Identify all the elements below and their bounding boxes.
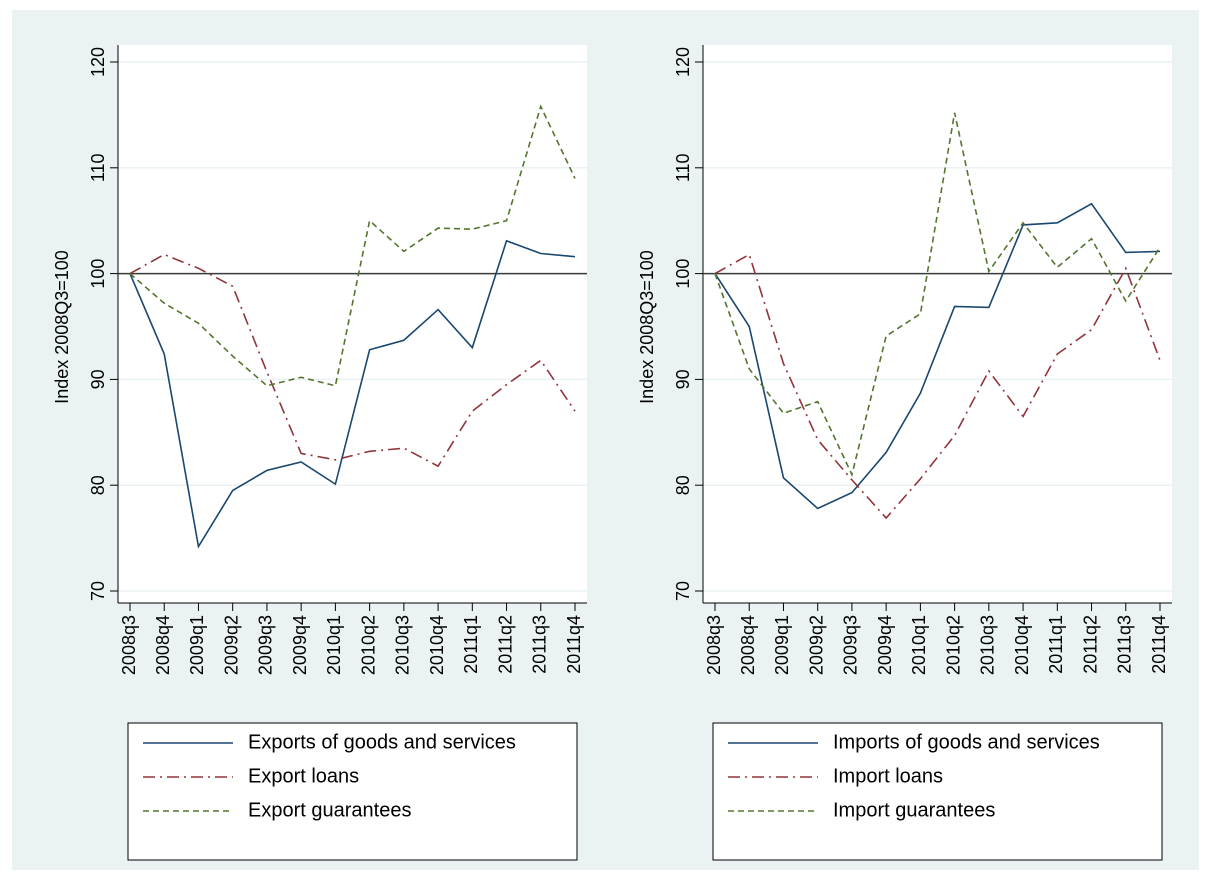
y-tick-label: 100 xyxy=(673,259,693,289)
plot-area xyxy=(703,45,1172,603)
y-tick-label: 120 xyxy=(88,47,108,77)
x-tick-label: 2009q2 xyxy=(806,615,826,675)
series-line xyxy=(129,104,576,387)
x-tick-label: 2010q1 xyxy=(909,615,929,675)
legend-label: Import loans xyxy=(833,765,943,787)
x-tick-label: 2008q4 xyxy=(153,615,173,675)
x-tick-label: 2011q1 xyxy=(1046,615,1066,674)
legend-box xyxy=(712,722,1163,861)
x-tick-label: 2010q1 xyxy=(324,615,344,675)
y-tick-label: 90 xyxy=(673,369,693,389)
legend-label: Import guarantees xyxy=(833,799,995,821)
x-tick-label: 2011q4 xyxy=(564,615,584,674)
legend-label: Imports of goods and services xyxy=(833,731,1100,753)
series-line xyxy=(129,253,576,468)
x-tick-label: 2011q3 xyxy=(1115,615,1135,674)
x-tick-label: 2009q3 xyxy=(256,615,276,675)
legend-label: Exports of goods and services xyxy=(248,731,516,753)
x-tick-label: 2011q1 xyxy=(461,615,481,674)
x-tick-label: 2011q3 xyxy=(530,615,550,674)
series-line xyxy=(129,239,576,549)
plot-area xyxy=(118,45,587,603)
y-tick-label: 70 xyxy=(673,581,693,601)
x-tick-label: 2009q1 xyxy=(187,615,207,675)
x-tick-label: 2010q4 xyxy=(1012,615,1032,675)
series-line xyxy=(714,202,1161,510)
x-tick-label: 2008q4 xyxy=(738,615,758,675)
x-tick-label: 2010q3 xyxy=(978,615,998,675)
x-tick-label: 2011q4 xyxy=(1149,615,1169,674)
y-tick-label: 70 xyxy=(88,581,108,601)
y-axis-label: Index 2008Q3=100 xyxy=(637,250,657,404)
x-tick-label: 2010q3 xyxy=(393,615,413,675)
y-tick-label: 120 xyxy=(673,47,693,77)
series-line xyxy=(714,112,1161,478)
y-tick-label: 110 xyxy=(88,153,108,182)
x-tick-label: 2009q4 xyxy=(875,615,895,675)
x-tick-label: 2009q2 xyxy=(221,615,241,675)
x-tick-label: 2011q2 xyxy=(495,615,515,674)
legend-label: Export guarantees xyxy=(248,799,411,821)
y-axis-label: Index 2008Q3=100 xyxy=(52,250,72,404)
x-tick-label: 2008q3 xyxy=(119,615,139,675)
x-tick-label: 2010q2 xyxy=(358,615,378,675)
legend-label: Export loans xyxy=(248,765,359,787)
y-tick-label: 80 xyxy=(673,475,693,495)
y-tick-label: 100 xyxy=(88,259,108,289)
y-tick-label: 80 xyxy=(88,475,108,495)
x-tick-label: 2011q2 xyxy=(1080,615,1100,674)
x-tick-label: 2009q4 xyxy=(290,615,310,675)
y-tick-label: 110 xyxy=(673,153,693,182)
y-tick-label: 90 xyxy=(88,369,108,389)
x-tick-label: 2009q3 xyxy=(841,615,861,675)
legend-box xyxy=(127,722,578,861)
x-tick-label: 2008q3 xyxy=(704,615,724,675)
x-tick-label: 2010q2 xyxy=(943,615,963,675)
x-tick-label: 2010q4 xyxy=(427,615,447,675)
x-tick-label: 2009q1 xyxy=(772,615,792,675)
